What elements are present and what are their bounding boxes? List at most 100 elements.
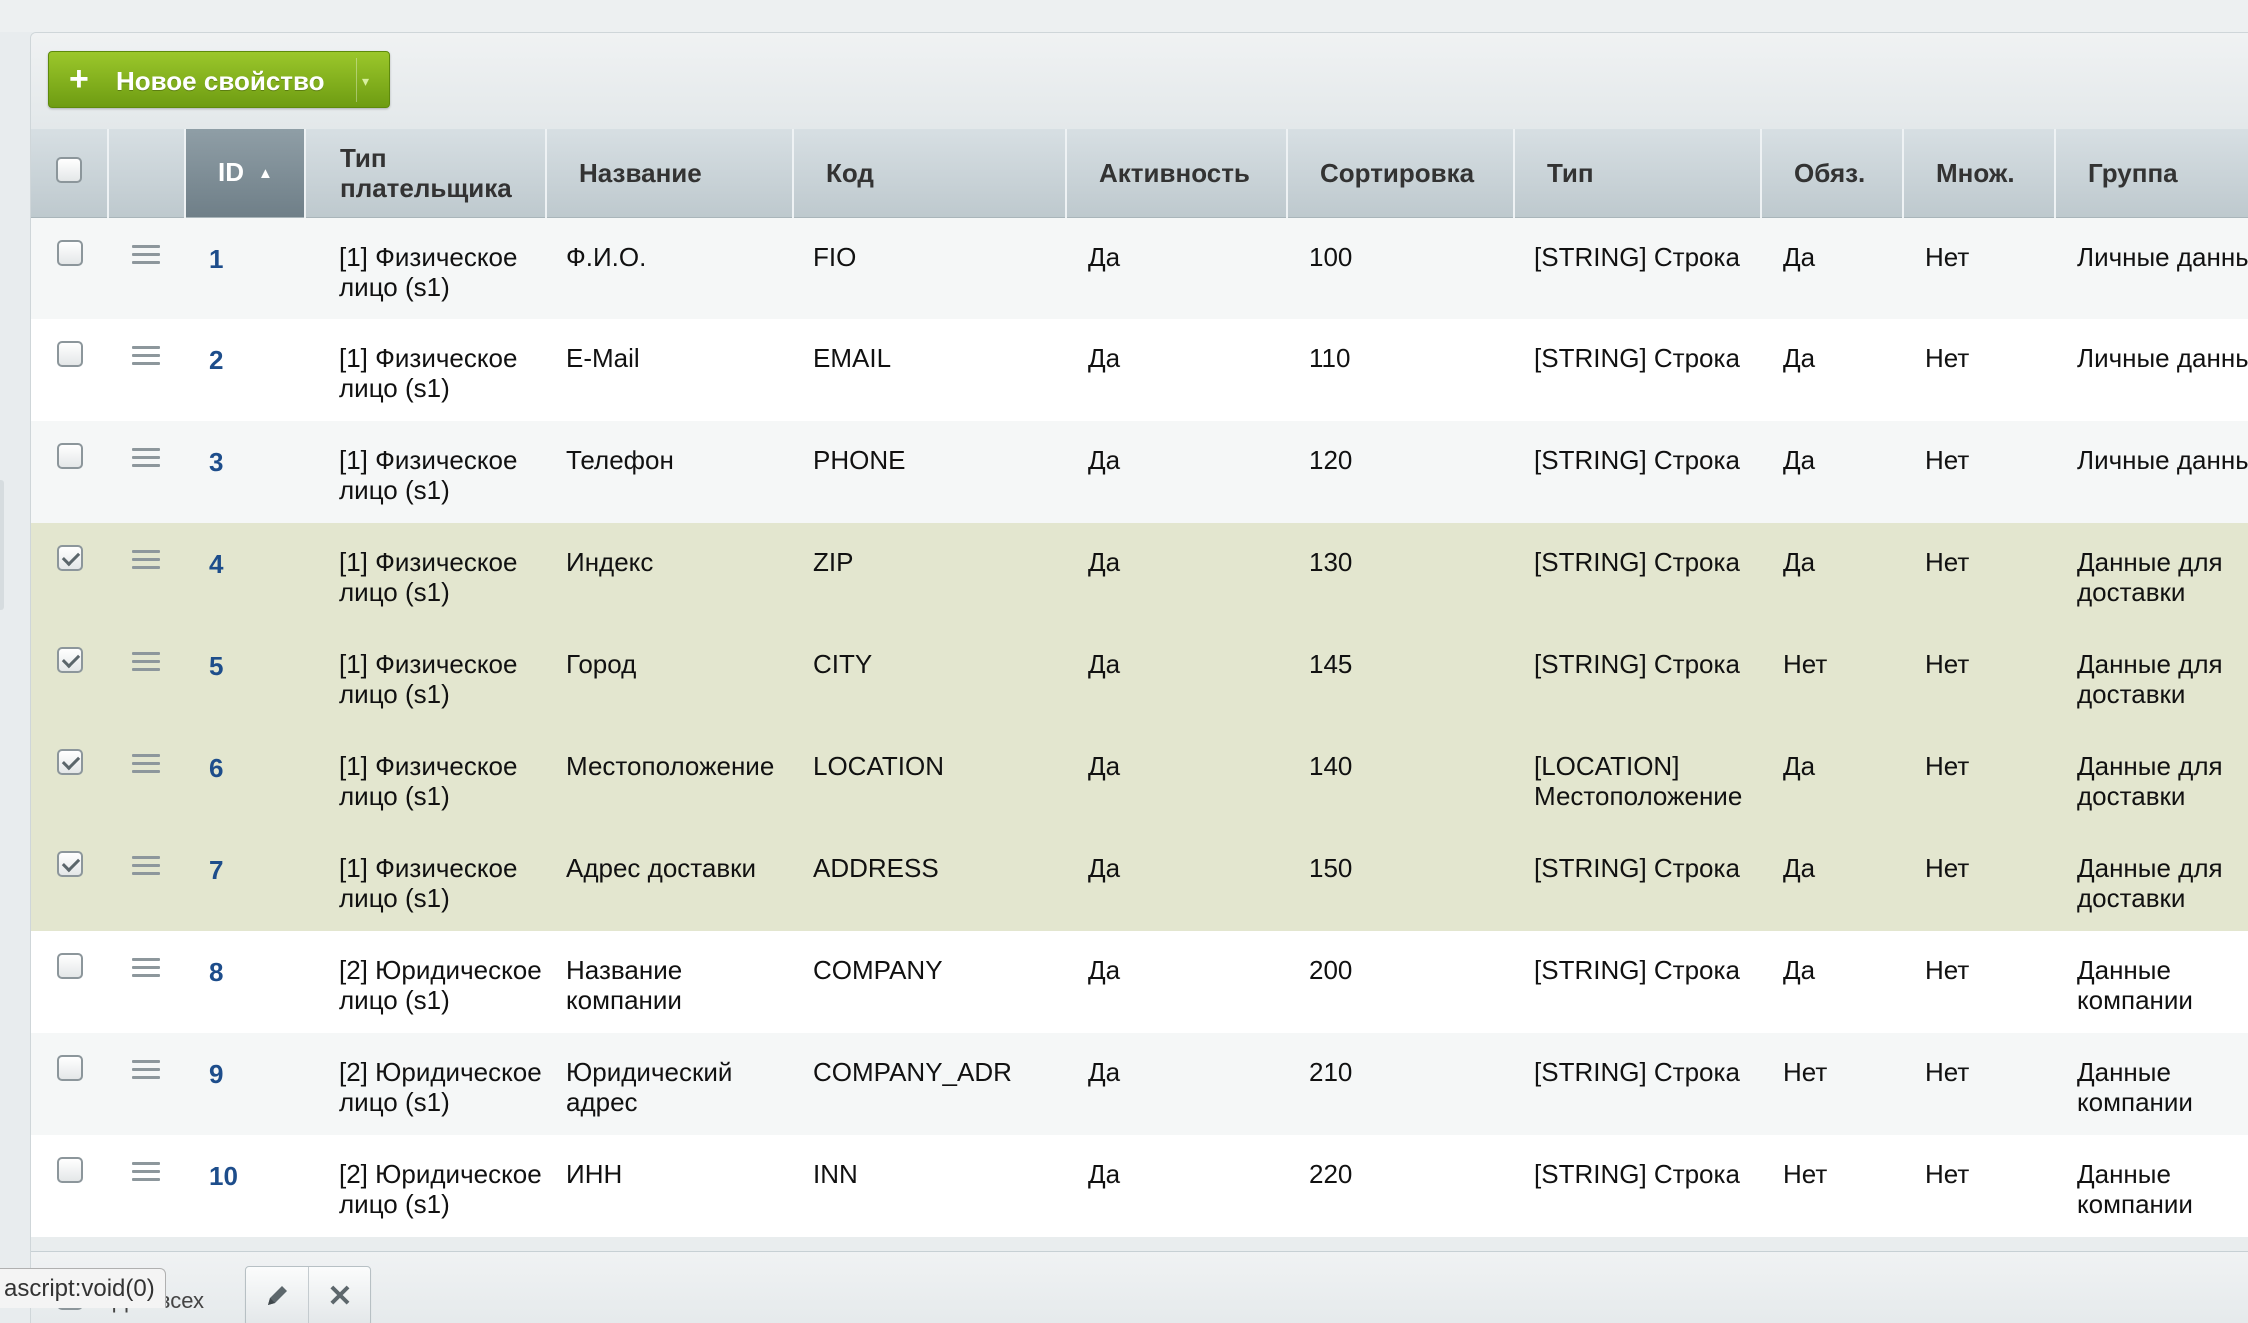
cell-required: Нет — [1761, 1135, 1903, 1237]
column-header-payer-type[interactable]: Тип плательщика — [305, 129, 547, 218]
burger-icon[interactable] — [132, 341, 160, 370]
column-header-group-label: Группа — [2088, 157, 2178, 188]
column-header-required[interactable]: Обяз. — [1761, 129, 1904, 218]
row-actions-cell — [108, 319, 185, 421]
select-all-header — [31, 129, 109, 218]
row-id-link[interactable]: 10 — [209, 1161, 238, 1191]
table-row[interactable]: 4 [1] Физическое лицо (s1) Индекс ZIP Да 130[… — [31, 523, 2248, 625]
cell-code: PHONE — [793, 421, 1066, 523]
row-checkbox[interactable] — [56, 443, 83, 469]
group-action-buttons: ✕ — [245, 1266, 371, 1323]
cell-name: Юридический адрес — [546, 1033, 793, 1135]
cell-sort: 120 — [1287, 421, 1514, 523]
burger-icon[interactable] — [132, 953, 160, 982]
cell-code: LOCATION — [793, 727, 1066, 829]
column-header-type-label: Тип — [1547, 157, 1594, 188]
table-row[interactable]: 3 [1] Физическое лицо (s1) Телефон PHONE Да 1… — [31, 421, 2248, 523]
burger-icon[interactable] — [132, 749, 160, 778]
row-id-cell: 7 — [185, 829, 305, 931]
cell-sort: 210 — [1287, 1033, 1514, 1135]
row-checkbox[interactable] — [56, 647, 83, 673]
row-id-link[interactable]: 4 — [209, 549, 224, 579]
row-checkbox-cell — [31, 217, 108, 319]
column-header-type[interactable]: Тип — [1514, 129, 1762, 218]
column-header-id[interactable]: ID ▲ — [185, 129, 306, 218]
table-row[interactable]: 7 [1] Физическое лицо (s1) Адрес доставки A… — [31, 829, 2248, 931]
table-row[interactable]: 2 [1] Физическое лицо (s1) E-Mail EMAIL Да 11… — [31, 319, 2248, 421]
cell-group: Данные компании — [2055, 1033, 2248, 1135]
burger-icon[interactable] — [132, 1157, 160, 1186]
row-id-link[interactable]: 1 — [209, 243, 224, 274]
column-header-name[interactable]: Название — [546, 129, 794, 218]
column-header-active[interactable]: Активность — [1066, 129, 1288, 218]
table-row[interactable]: 1 [1] Физическое лицо (s1) Ф.И.О. FIO Да 100[… — [31, 217, 2248, 319]
column-header-group[interactable]: Группа — [2055, 129, 2248, 218]
burger-icon[interactable] — [132, 545, 160, 574]
cell-active: Да — [1066, 217, 1287, 319]
row-id-cell: 8 — [185, 931, 305, 1033]
cell-type: [STRING] Строка — [1514, 319, 1761, 421]
cell-payer-type: [2] Юридическое лицо (s1) — [305, 1135, 546, 1237]
table-row[interactable]: 5 [1] Физическое лицо (s1) Город CITY Да 145[… — [31, 625, 2248, 727]
row-id-link[interactable]: 3 — [209, 447, 224, 477]
column-header-multiple[interactable]: Множ. — [1903, 129, 2056, 218]
row-checkbox[interactable] — [56, 341, 83, 367]
button-divider — [356, 58, 357, 102]
table-row[interactable]: 9 [2] Юридическое лицо (s1) Юридический ад… — [31, 1033, 2248, 1135]
cell-active: Да — [1066, 319, 1287, 421]
table-row[interactable]: 6 [1] Физическое лицо (s1) Местоположение L… — [31, 727, 2248, 829]
cell-code: INN — [793, 1135, 1066, 1237]
burger-icon[interactable] — [132, 647, 160, 676]
close-icon: ✕ — [327, 1279, 353, 1313]
row-id-cell: 2 — [185, 319, 305, 421]
cell-sort: 145 — [1287, 625, 1514, 727]
row-checkbox[interactable] — [56, 749, 83, 775]
select-all-checkbox[interactable] — [56, 156, 82, 183]
row-checkbox[interactable] — [56, 239, 83, 266]
row-checkbox[interactable] — [56, 1055, 83, 1081]
burger-icon[interactable] — [132, 851, 160, 880]
new-property-label: Новое свойство — [116, 66, 325, 96]
row-id-link[interactable]: 9 — [209, 1059, 224, 1089]
side-panel-handle[interactable] — [0, 480, 4, 610]
row-id-link[interactable]: 8 — [209, 957, 224, 987]
row-checkbox[interactable] — [56, 545, 83, 571]
row-id-link[interactable]: 6 — [209, 753, 224, 783]
burger-icon[interactable] — [132, 240, 160, 269]
delete-selected-button[interactable]: ✕ — [309, 1267, 371, 1323]
plus-icon: + — [69, 60, 89, 98]
cell-multiple: Нет — [1903, 829, 2055, 931]
cell-group: Личные данные — [2055, 319, 2248, 421]
burger-icon[interactable] — [132, 443, 160, 472]
row-id-cell: 4 — [185, 523, 305, 625]
cell-type: [STRING] Строка — [1514, 1135, 1761, 1237]
chevron-down-icon[interactable]: ▾ — [362, 73, 370, 89]
table-row[interactable]: 8 [2] Юридическое лицо (s1) Название компа… — [31, 931, 2248, 1033]
cell-code: ZIP — [793, 523, 1066, 625]
table-row[interactable]: 10 [2] Юридическое лицо (s1) ИНН INN Да 220 [S… — [31, 1135, 2248, 1237]
row-id-link[interactable]: 2 — [209, 345, 224, 375]
column-header-required-label: Обяз. — [1794, 157, 1866, 188]
row-id-link[interactable]: 7 — [209, 855, 224, 885]
row-checkbox[interactable] — [56, 1157, 83, 1183]
row-checkbox[interactable] — [56, 953, 83, 979]
burger-icon[interactable] — [132, 1055, 160, 1084]
cell-name: Город — [546, 625, 793, 727]
group-actions-footer: Для всех ✕ — [31, 1251, 2248, 1323]
cell-code: ADDRESS — [793, 829, 1066, 931]
row-checkbox-cell — [31, 1135, 108, 1237]
cell-active: Да — [1066, 829, 1287, 931]
row-id-cell: 5 — [185, 625, 305, 727]
cell-group: Данные для доставки — [2055, 727, 2248, 829]
cell-multiple: Нет — [1903, 1033, 2055, 1135]
cell-required: Да — [1761, 217, 1903, 319]
column-header-code[interactable]: Код — [793, 129, 1067, 218]
cell-multiple: Нет — [1903, 523, 2055, 625]
row-id-cell: 6 — [185, 727, 305, 829]
cell-payer-type: [1] Физическое лицо (s1) — [305, 217, 546, 319]
row-checkbox[interactable] — [56, 851, 83, 877]
column-header-sort[interactable]: Сортировка — [1287, 129, 1515, 218]
edit-selected-button[interactable] — [246, 1267, 309, 1323]
row-id-link[interactable]: 5 — [209, 651, 224, 681]
new-property-button[interactable]: + Новое свойство ▾ — [48, 51, 390, 108]
